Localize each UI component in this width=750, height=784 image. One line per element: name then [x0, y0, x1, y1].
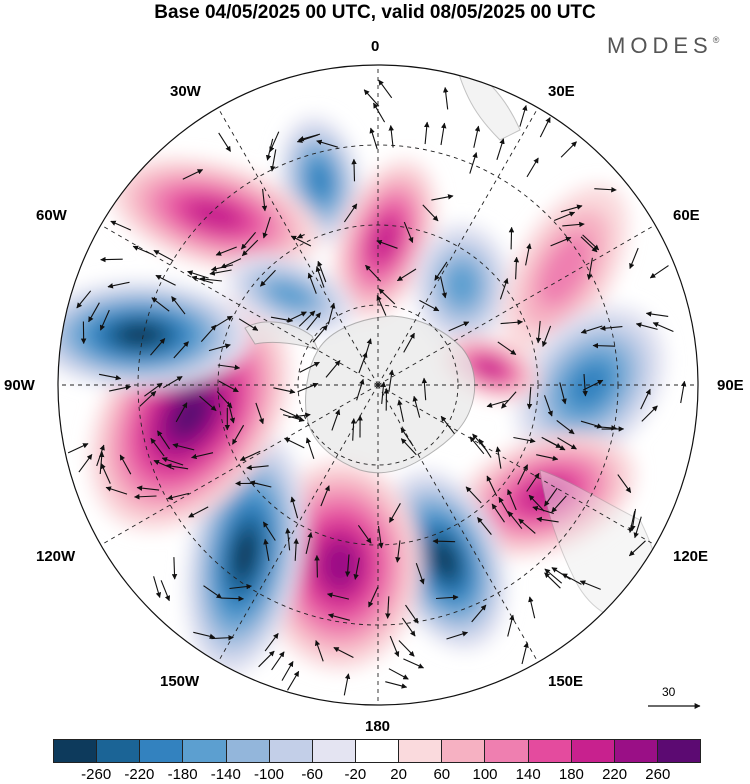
- colorbar-swatch: [485, 739, 528, 763]
- colorbar-swatch: [572, 739, 615, 763]
- colorbar-tick-label: -20: [345, 766, 367, 783]
- colorbar-tick-labels: -260 -220 -180 -140 -100 -60 -20 20 60 100 140 180 2…: [53, 766, 701, 784]
- colorbar-swatch: [615, 739, 658, 763]
- colorbar-swatch: [140, 739, 183, 763]
- colorbar-swatch: [529, 739, 572, 763]
- colorbar-swatch: [399, 739, 442, 763]
- lon-label-150w: 150W: [160, 673, 199, 690]
- colorbar-tick-label: 180: [559, 766, 584, 783]
- colorbar-tick-label: 140: [516, 766, 541, 783]
- colorbar-tick-label: 220: [602, 766, 627, 783]
- lon-label-30e: 30E: [548, 83, 575, 100]
- lon-label-90w: 90W: [4, 377, 35, 394]
- colorbar-tick-label: 260: [645, 766, 670, 783]
- map-field-layer: [29, 50, 720, 730]
- colorbar-swatch: [97, 739, 140, 763]
- colorbar-tick-label: -180: [168, 766, 198, 783]
- lon-label-60e: 60E: [673, 207, 700, 224]
- wind-vector: [354, 159, 355, 181]
- lon-label-150e: 150E: [548, 673, 583, 690]
- wind-vector: [317, 556, 318, 578]
- reference-vector-label: 30: [662, 685, 675, 699]
- colorbar-tick-label: 20: [390, 766, 407, 783]
- colorbar-swatch: [658, 739, 701, 763]
- colorbar-tick-label: 100: [472, 766, 497, 783]
- lon-label-60w: 60W: [36, 207, 67, 224]
- colorbar-tick-label: -140: [211, 766, 241, 783]
- colorbar-swatch: [183, 739, 226, 763]
- wind-vector: [433, 541, 455, 542]
- colorbar-tick-label: -260: [81, 766, 111, 783]
- colorbar-swatch: [313, 739, 356, 763]
- lon-label-0: 0: [371, 38, 379, 55]
- colorbar-tick-label: -220: [124, 766, 154, 783]
- wind-vector: [221, 598, 243, 599]
- lon-label-120e: 120E: [673, 548, 708, 565]
- wind-vector: [101, 259, 123, 260]
- colorbar-swatch: [227, 739, 270, 763]
- colorbar-tick-label: -60: [301, 766, 323, 783]
- lon-label-120w: 120W: [36, 548, 75, 565]
- wind-vector: [593, 346, 615, 347]
- lon-label-30w: 30W: [170, 83, 201, 100]
- colorbar-tick-label: -100: [254, 766, 284, 783]
- colorbar-swatch: [53, 739, 97, 763]
- wind-vector: [511, 227, 512, 249]
- colorbar-swatch: [356, 739, 399, 763]
- colorbar: [53, 739, 701, 763]
- lon-label-180: 180: [365, 718, 390, 735]
- lon-label-90e: 90E: [717, 377, 744, 394]
- polar-map: [0, 0, 750, 735]
- colorbar-tick-label: 60: [433, 766, 450, 783]
- colorbar-swatch: [442, 739, 485, 763]
- colorbar-swatch: [270, 739, 313, 763]
